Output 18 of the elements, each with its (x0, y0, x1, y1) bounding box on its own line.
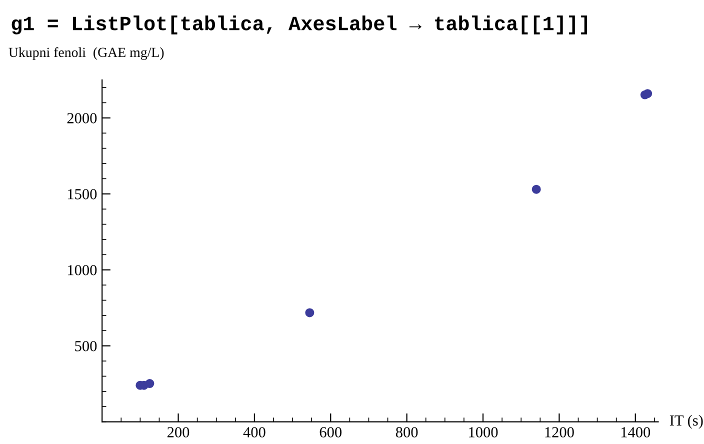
x-tick-label: 200 (167, 427, 190, 438)
point (643, 89, 652, 98)
x-tick-label: 400 (243, 427, 266, 438)
y-tick-label: 2000 (67, 113, 97, 124)
x-tick-label: 1200 (545, 427, 574, 438)
chart-title: g1 = ListPlot[tablica, AxesLabel → tablica[[1]]] (12, 16, 587, 34)
y-tick-label: 1500 (68, 189, 97, 200)
x-tick-label: 1000 (469, 427, 498, 438)
point (532, 184, 541, 194)
y-tick-label: 1000 (68, 264, 97, 276)
point (305, 308, 314, 318)
y-tick-label: 500 (75, 340, 97, 352)
y-axis-title: Ukupni fenoli (GAE mg/L) (8, 47, 164, 60)
x-tick-label: 800 (396, 427, 418, 438)
x-tick-label: 600 (320, 427, 342, 438)
point (145, 379, 154, 388)
x-axis-title: IT (s) (670, 414, 703, 429)
x-tick-label: 1400 (621, 427, 650, 438)
